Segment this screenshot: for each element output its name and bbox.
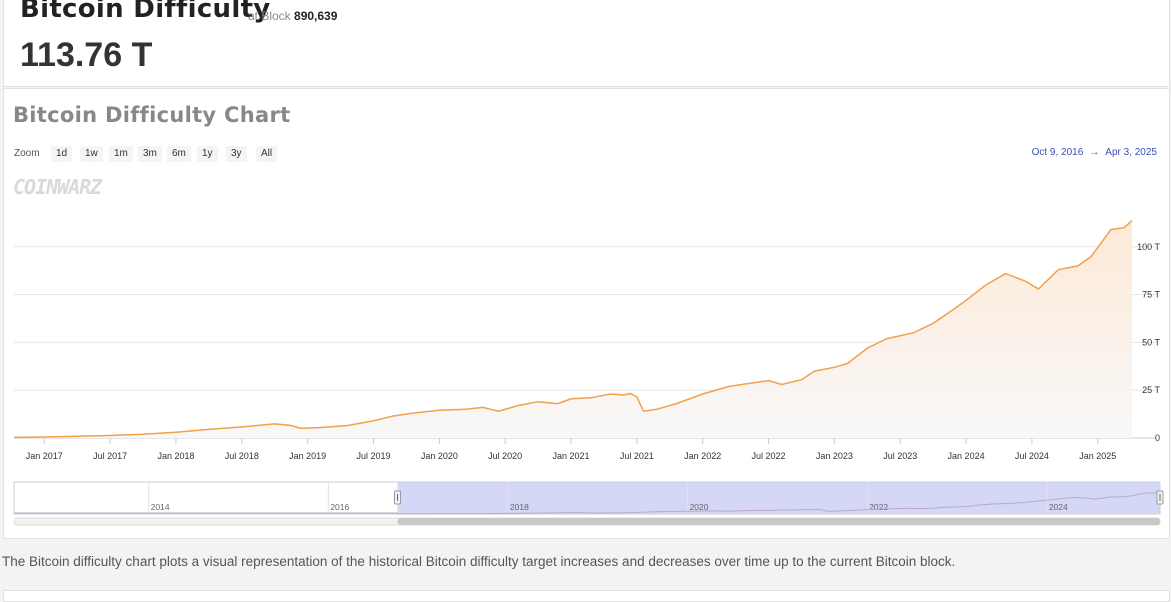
zoom-1y-button[interactable]: 1y <box>197 146 218 162</box>
difficulty-area <box>14 220 1132 438</box>
x-tick-label: Jan 2022 <box>684 451 721 461</box>
x-tick-label: Jul 2017 <box>93 451 127 461</box>
chart-title: Bitcoin Difficulty Chart <box>13 103 291 127</box>
difficulty-chart[interactable]: Jan 2017 Jul 2017 Jan 2018 Jul 2018 Jan 2019… <box>4 89 1169 538</box>
navigator-series <box>14 491 1161 515</box>
date-range: Oct 9, 2016 → Apr 3, 2025 <box>1032 147 1157 158</box>
block-number: 890,639 <box>294 9 338 23</box>
zoom-1d-button[interactable]: 1d <box>51 146 73 162</box>
navigator-selection[interactable] <box>397 482 1161 514</box>
coinwarz-watermark: COINWARZ <box>13 175 102 199</box>
navigator-tick-label: 2024 <box>1049 502 1068 512</box>
y-tick-label: 0 <box>1155 433 1160 443</box>
difficulty-header-card: Bitcoin Difficulty at Block 890,639 113.… <box>3 0 1170 87</box>
zoom-6m-button[interactable]: 6m <box>167 146 191 162</box>
x-tick-label: Jan 2017 <box>26 451 63 461</box>
chart-description: The Bitcoin difficulty chart plots a vis… <box>2 554 956 569</box>
y-tick-label: 100 T <box>1137 242 1160 252</box>
at-block-label: at Block <box>248 9 291 23</box>
range-from-input[interactable]: Oct 9, 2016 <box>1031 147 1084 158</box>
x-tick-label: Jul 2021 <box>620 451 654 461</box>
chart-card: Bitcoin Difficulty Chart Zoom 1d 1w 1m 3… <box>3 88 1170 539</box>
zoom-3y-button[interactable]: 3y <box>226 146 247 162</box>
navigator-tick-label: 2020 <box>690 502 709 512</box>
range-to-input[interactable]: Apr 3, 2025 <box>1105 147 1157 158</box>
x-tick-label: Jul 2018 <box>225 451 259 461</box>
page-title: Bitcoin Difficulty <box>20 0 271 24</box>
block-subtitle: at Block 890,639 <box>248 9 337 23</box>
difficulty-value: 113.76 T <box>20 36 153 74</box>
zoom-1m-button[interactable]: 1m <box>109 146 133 162</box>
x-tick-label: Jul 2022 <box>752 451 786 461</box>
next-card <box>3 590 1170 602</box>
x-tick-label: Jan 2024 <box>948 451 985 461</box>
zoom-1w-button[interactable]: 1w <box>80 146 103 162</box>
x-tick-label: Jul 2020 <box>488 451 522 461</box>
x-tick-label: Jan 2018 <box>157 451 194 461</box>
x-tick-label: Jul 2023 <box>883 451 917 461</box>
navigator-tick-label: 2016 <box>330 502 349 512</box>
range-arrow: → <box>1089 147 1100 158</box>
x-tick-label: Jan 2019 <box>289 451 326 461</box>
zoom-3m-button[interactable]: 3m <box>138 146 162 162</box>
x-tick-label: Jan 2025 <box>1079 451 1116 461</box>
y-tick-label: 50 T <box>1142 337 1160 347</box>
zoom-all-button[interactable]: All <box>256 146 278 162</box>
x-tick-label: Jan 2023 <box>816 451 853 461</box>
navigator-tick-label: 2014 <box>151 502 170 512</box>
difficulty-line <box>13 219 1133 439</box>
x-tick-label: Jul 2019 <box>356 451 390 461</box>
navigator-tick-label: 2018 <box>510 502 529 512</box>
y-tick-label: 25 T <box>1142 385 1160 395</box>
zoom-label: Zoom <box>14 148 40 159</box>
navigator-tick-label: 2022 <box>869 502 888 512</box>
scrollbar-thumb[interactable] <box>397 518 1161 525</box>
x-tick-label: Jan 2020 <box>421 451 458 461</box>
x-tick-label: Jul 2024 <box>1015 451 1049 461</box>
x-tick-label: Jan 2021 <box>553 451 590 461</box>
y-tick-label: 75 T <box>1142 290 1160 300</box>
